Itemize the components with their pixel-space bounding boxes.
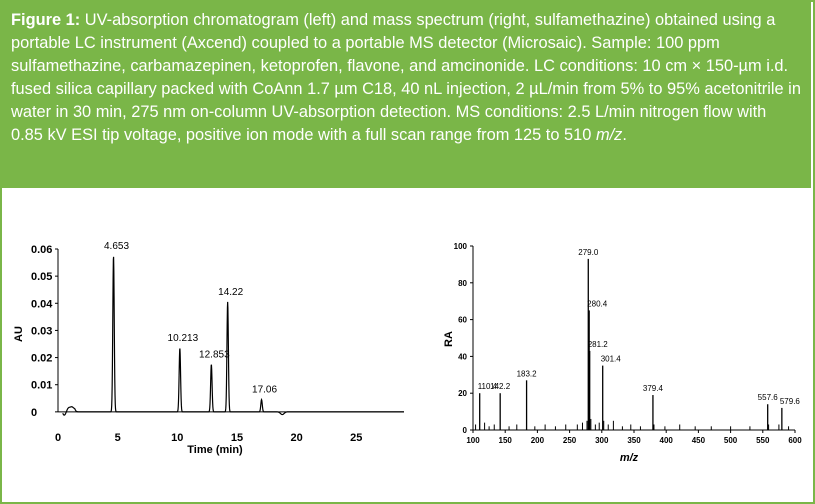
spectrum-peak-label: 301.4 [601,355,622,364]
spectrum-y-tick-label: 0 [463,426,468,435]
spectrum-y-tick-label: 20 [458,389,467,398]
spectrum-peak-label: 142.2 [490,382,511,391]
caption-mz: m/z [595,126,623,144]
spectrum-peak-label: 557.6 [758,393,779,402]
spectrum-y-axis-label: RA [443,331,455,347]
chromatogram-peak-label: 10.213 [168,333,199,344]
spectrum-x-tick-label: 600 [788,436,802,445]
chromatogram-x-tick-label: 10 [171,432,183,444]
chromatogram-x-tick-label: 0 [55,432,61,444]
chromatogram-y-tick-label: 0.05 [31,271,52,283]
chromatogram-peak-label: 14.22 [218,287,243,298]
chromatogram-y-tick-label: 0.01 [31,380,52,392]
spectrum-x-tick-label: 400 [660,436,674,445]
caption-text: UV-absorption chromatogram (left) and ma… [11,11,801,144]
chromatogram-x-tick-label: 20 [290,432,302,444]
spectrum-x-tick-label: 300 [595,436,609,445]
spectrum-x-tick-label: 500 [724,436,738,445]
chromatogram-y-tick-label: 0.04 [31,298,53,310]
spectrum-x-axis-label: m/z [620,452,639,464]
figure-label: Figure 1: [11,11,81,29]
spectrum-x-tick-label: 450 [692,436,706,445]
caption-end: . [622,126,627,144]
spectrum-peak-label: 379.4 [643,384,664,393]
spectrum-x-tick-label: 200 [531,436,545,445]
spectrum-peak-label: 280.4 [587,299,608,308]
chromatogram-x-tick-label: 25 [350,432,362,444]
figure-caption: Figure 1: UV-absorption chromatogram (le… [0,0,811,188]
chromatogram-y-tick-label: 0 [31,407,37,419]
spectrum-peak-label: 110.4 [478,382,498,391]
spectrum-peak-label: 279.0 [578,248,599,257]
chromatogram-peak-label: 17.06 [252,385,277,396]
spectrum-y-tick-label: 100 [454,242,468,251]
spectrum-x-tick-label: 100 [466,436,480,445]
spectrum-y-tick-label: 80 [458,279,467,288]
spectrum-peak-label: 183.2 [517,369,538,378]
spectrum-x-tick-label: 250 [563,436,577,445]
chromatogram-y-tick-label: 0.03 [31,325,52,337]
spectrum-x-tick-label: 350 [627,436,641,445]
chromatogram-x-axis-label: Time (min) [187,444,243,456]
spectrum-y-tick-label: 40 [458,352,467,361]
chromatogram-x-tick-label: 5 [115,432,121,444]
chromatogram-y-axis-label: AU [13,326,25,342]
chromatogram-peak-label: 4.653 [104,241,129,252]
spectrum-peak-label: 579.6 [780,397,801,406]
chromatogram-y-tick-label: 0.06 [31,244,52,256]
spectrum-peak-label: 281.2 [588,340,609,349]
chromatogram-y-tick-label: 0.02 [31,353,52,365]
spectrum-x-tick-label: 550 [756,436,770,445]
spectrum-y-tick-label: 60 [458,316,467,325]
chromatogram-peak-label: 12.853 [199,349,230,360]
chromatogram-trace [62,256,404,416]
spectrum-x-tick-label: 150 [499,436,513,445]
chromatogram-x-tick-label: 15 [231,432,243,444]
